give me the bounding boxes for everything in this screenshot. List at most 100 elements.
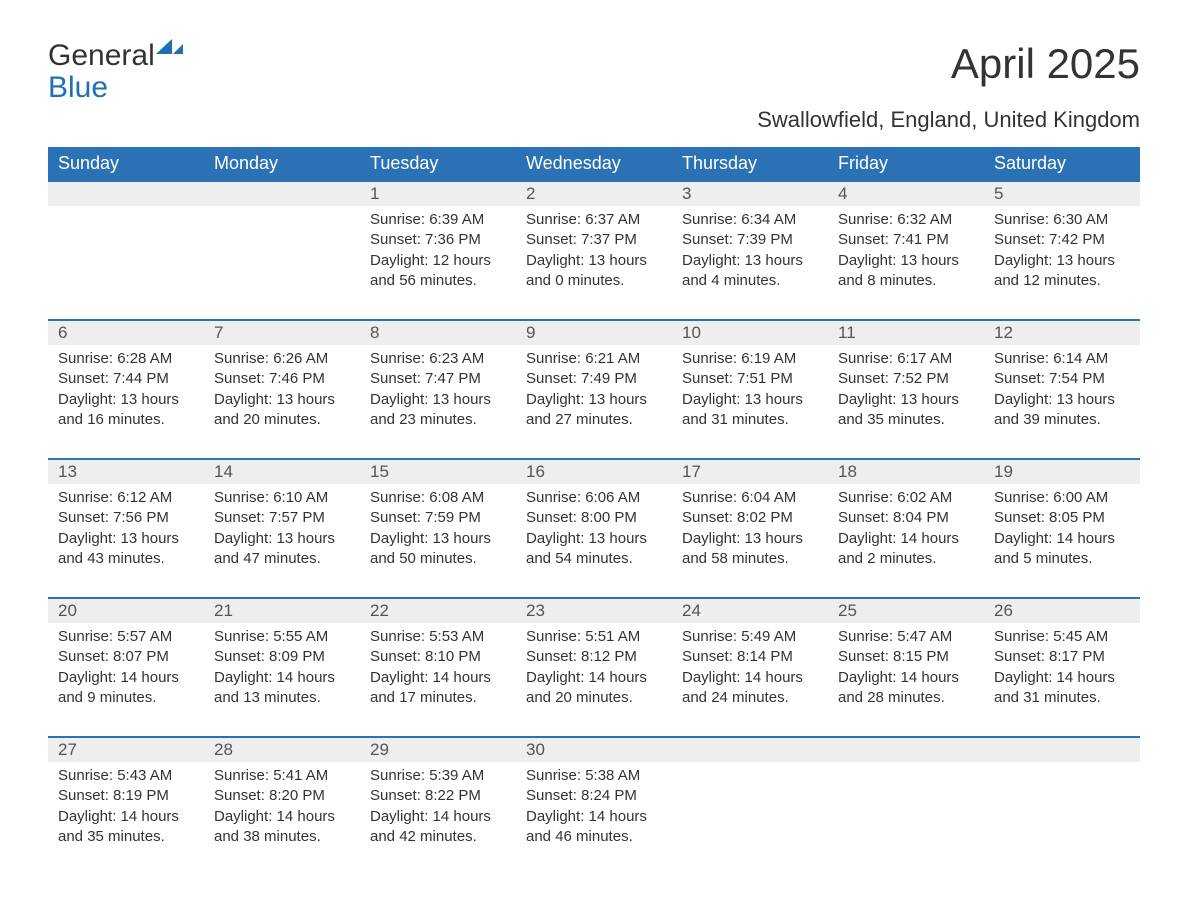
daylight-text-2: and 20 minutes. xyxy=(214,410,350,430)
date-detail: Sunrise: 5:51 AMSunset: 8:12 PMDaylight:… xyxy=(516,623,672,737)
date-number: 5 xyxy=(984,181,1140,206)
sunset-text: Sunset: 8:22 PM xyxy=(370,786,506,806)
daylight-text-2: and 12 minutes. xyxy=(994,271,1130,291)
daylight-text-1: Daylight: 14 hours xyxy=(838,668,974,688)
sunrise-text: Sunrise: 5:57 AM xyxy=(58,627,194,647)
daylight-text-2: and 23 minutes. xyxy=(370,410,506,430)
daylight-text-2: and 54 minutes. xyxy=(526,549,662,569)
date-detail-row: Sunrise: 6:39 AMSunset: 7:36 PMDaylight:… xyxy=(48,206,1140,320)
date-detail-blank xyxy=(204,206,360,320)
logo-word-2: Blue xyxy=(48,71,108,104)
sunrise-text: Sunrise: 6:39 AM xyxy=(370,210,506,230)
sunset-text: Sunset: 8:04 PM xyxy=(838,508,974,528)
sunset-text: Sunset: 7:36 PM xyxy=(370,230,506,250)
sunset-text: Sunset: 8:10 PM xyxy=(370,647,506,667)
date-detail: Sunrise: 5:41 AMSunset: 8:20 PMDaylight:… xyxy=(204,762,360,875)
date-number: 27 xyxy=(48,737,204,762)
sunrise-text: Sunrise: 5:39 AM xyxy=(370,766,506,786)
date-detail: Sunrise: 5:57 AMSunset: 8:07 PMDaylight:… xyxy=(48,623,204,737)
daylight-text-2: and 56 minutes. xyxy=(370,271,506,291)
sunrise-text: Sunrise: 6:19 AM xyxy=(682,349,818,369)
sunset-text: Sunset: 8:07 PM xyxy=(58,647,194,667)
sunrise-text: Sunrise: 5:45 AM xyxy=(994,627,1130,647)
daylight-text-1: Daylight: 13 hours xyxy=(994,390,1130,410)
sunrise-text: Sunrise: 5:38 AM xyxy=(526,766,662,786)
daylight-text-1: Daylight: 13 hours xyxy=(526,251,662,271)
date-detail: Sunrise: 6:19 AMSunset: 7:51 PMDaylight:… xyxy=(672,345,828,459)
date-detail: Sunrise: 5:39 AMSunset: 8:22 PMDaylight:… xyxy=(360,762,516,875)
date-detail-row: Sunrise: 6:12 AMSunset: 7:56 PM Daylight:… xyxy=(48,484,1140,598)
daylight-text-2: and 4 minutes. xyxy=(682,271,818,291)
page-subtitle: Swallowfield, England, United Kingdom xyxy=(48,107,1140,133)
date-detail-blank xyxy=(48,206,204,320)
date-number-blank xyxy=(204,181,360,206)
daylight-text-2: and 58 minutes. xyxy=(682,549,818,569)
date-detail: Sunrise: 6:26 AMSunset: 7:46 PMDaylight:… xyxy=(204,345,360,459)
sunset-text: Sunset: 8:14 PM xyxy=(682,647,818,667)
date-number-row: 13141516171819 xyxy=(48,459,1140,484)
sunset-text: Sunset: 7:42 PM xyxy=(994,230,1130,250)
daylight-text-2: and 16 minutes. xyxy=(58,410,194,430)
sunset-text: Sunset: 8:20 PM xyxy=(214,786,350,806)
weekday-header: Tuesday xyxy=(360,147,516,181)
sunrise-text: Sunrise: 6:14 AM xyxy=(994,349,1130,369)
date-number: 25 xyxy=(828,598,984,623)
sunrise-text: Sunrise: 6:30 AM xyxy=(994,210,1130,230)
sunset-text: Sunset: 8:24 PM xyxy=(526,786,662,806)
date-number: 8 xyxy=(360,320,516,345)
daylight-text-1: Daylight: 13 hours xyxy=(682,390,818,410)
page-header: General Blue April 2025 xyxy=(48,40,1140,103)
daylight-text-1: Daylight: 13 hours xyxy=(838,251,974,271)
daylight-text-2: and 46 minutes. xyxy=(526,827,662,847)
daylight-text-1: Daylight: 14 hours xyxy=(370,668,506,688)
logo-text: General Blue xyxy=(48,40,184,103)
daylight-text-2: and 8 minutes. xyxy=(838,271,974,291)
daylight-text-2: and 20 minutes. xyxy=(526,688,662,708)
daylight-text-2: and 47 minutes. xyxy=(214,549,350,569)
sunset-text: Sunset: 7:57 PM xyxy=(214,508,350,528)
sunrise-text: Sunrise: 5:47 AM xyxy=(838,627,974,647)
daylight-text-2: and 35 minutes. xyxy=(838,410,974,430)
calendar-table: Sunday Monday Tuesday Wednesday Thursday… xyxy=(48,147,1140,875)
sunset-text: Sunset: 8:00 PM xyxy=(526,508,662,528)
date-detail: Sunrise: 6:32 AMSunset: 7:41 PMDaylight:… xyxy=(828,206,984,320)
sunset-text: Sunset: 7:59 PM xyxy=(370,508,506,528)
date-number: 10 xyxy=(672,320,828,345)
date-number: 7 xyxy=(204,320,360,345)
date-detail: Sunrise: 5:45 AMSunset: 8:17 PMDaylight:… xyxy=(984,623,1140,737)
sunset-text: Sunset: 7:52 PM xyxy=(838,369,974,389)
date-detail-row: Sunrise: 5:57 AMSunset: 8:07 PM Daylight:… xyxy=(48,623,1140,737)
date-number: 21 xyxy=(204,598,360,623)
daylight-text-1: Daylight: 14 hours xyxy=(838,529,974,549)
date-detail: Sunrise: 6:37 AMSunset: 7:37 PMDaylight:… xyxy=(516,206,672,320)
sunset-text: Sunset: 8:19 PM xyxy=(58,786,194,806)
date-number: 30 xyxy=(516,737,672,762)
daylight-text-1: Daylight: 13 hours xyxy=(838,390,974,410)
sunset-text: Sunset: 7:51 PM xyxy=(682,369,818,389)
sunset-text: Sunset: 8:12 PM xyxy=(526,647,662,667)
logo: General Blue xyxy=(48,40,184,103)
daylight-text-1: Daylight: 14 hours xyxy=(526,668,662,688)
date-detail: Sunrise: 6:10 AMSunset: 7:57 PMDaylight:… xyxy=(204,484,360,598)
sunrise-text: Sunrise: 5:51 AM xyxy=(526,627,662,647)
sunset-text: Sunset: 7:56 PM xyxy=(58,508,194,528)
daylight-text-2: and 9 minutes. xyxy=(58,688,194,708)
date-number: 16 xyxy=(516,459,672,484)
weekday-header-row: Sunday Monday Tuesday Wednesday Thursday… xyxy=(48,147,1140,181)
sunrise-text: Sunrise: 6:12 AM xyxy=(58,488,194,508)
date-number: 14 xyxy=(204,459,360,484)
date-detail: Sunrise: 6:08 AMSunset: 7:59 PMDaylight:… xyxy=(360,484,516,598)
date-number: 20 xyxy=(48,598,204,623)
weekday-header: Wednesday xyxy=(516,147,672,181)
date-detail: Sunrise: 6:39 AMSunset: 7:36 PMDaylight:… xyxy=(360,206,516,320)
date-number: 2 xyxy=(516,181,672,206)
date-number: 29 xyxy=(360,737,516,762)
date-detail: Sunrise: 6:30 AMSunset: 7:42 PMDaylight:… xyxy=(984,206,1140,320)
sunrise-text: Sunrise: 5:43 AM xyxy=(58,766,194,786)
daylight-text-1: Daylight: 14 hours xyxy=(526,807,662,827)
sunset-text: Sunset: 7:49 PM xyxy=(526,369,662,389)
daylight-text-1: Daylight: 12 hours xyxy=(370,251,506,271)
sunrise-text: Sunrise: 5:55 AM xyxy=(214,627,350,647)
daylight-text-2: and 27 minutes. xyxy=(526,410,662,430)
date-number-blank xyxy=(828,737,984,762)
